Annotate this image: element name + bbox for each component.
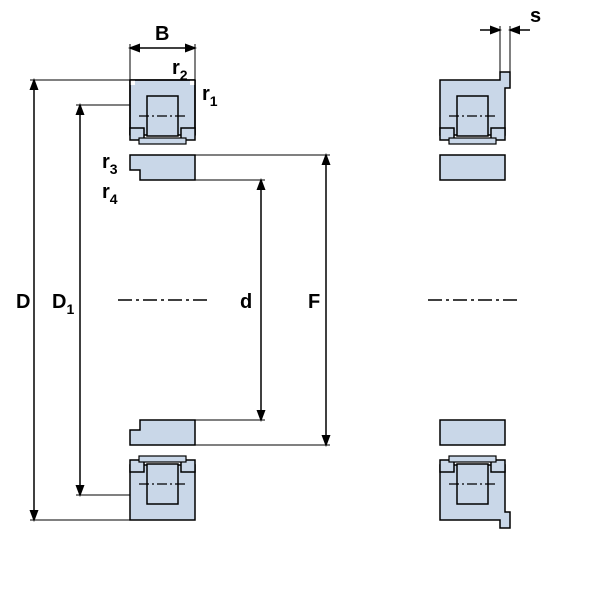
label-s: s	[530, 5, 541, 27]
right-cage-lower	[449, 456, 496, 462]
dimension-r3: r3	[102, 151, 118, 177]
right-cage-upper	[449, 138, 496, 144]
left-cage-upper	[139, 138, 186, 144]
dimension-r2: r2	[172, 57, 188, 83]
dimension-s: s	[480, 5, 541, 72]
label-D1: D	[52, 291, 66, 313]
dimension-F: F	[195, 155, 330, 445]
dimension-r1: r1	[202, 83, 218, 109]
left-cage-lower	[139, 456, 186, 462]
label-D1-sub: 1	[66, 301, 74, 317]
left-inner-ring-upper	[130, 155, 195, 180]
dimension-D: D	[16, 80, 130, 520]
bearing-diagram: D D1 d F B s r1 r2 r3 r4	[0, 0, 600, 600]
label-d: d	[240, 291, 252, 313]
label-D: D	[16, 291, 30, 313]
svg-text:D1: D1	[52, 291, 74, 317]
right-inner-lower	[440, 420, 505, 445]
left-inner-ring-lower	[130, 420, 195, 445]
label-F: F	[308, 291, 320, 313]
dimension-r4: r4	[102, 181, 118, 207]
right-inner-upper	[440, 155, 505, 180]
label-B: B	[155, 23, 169, 45]
